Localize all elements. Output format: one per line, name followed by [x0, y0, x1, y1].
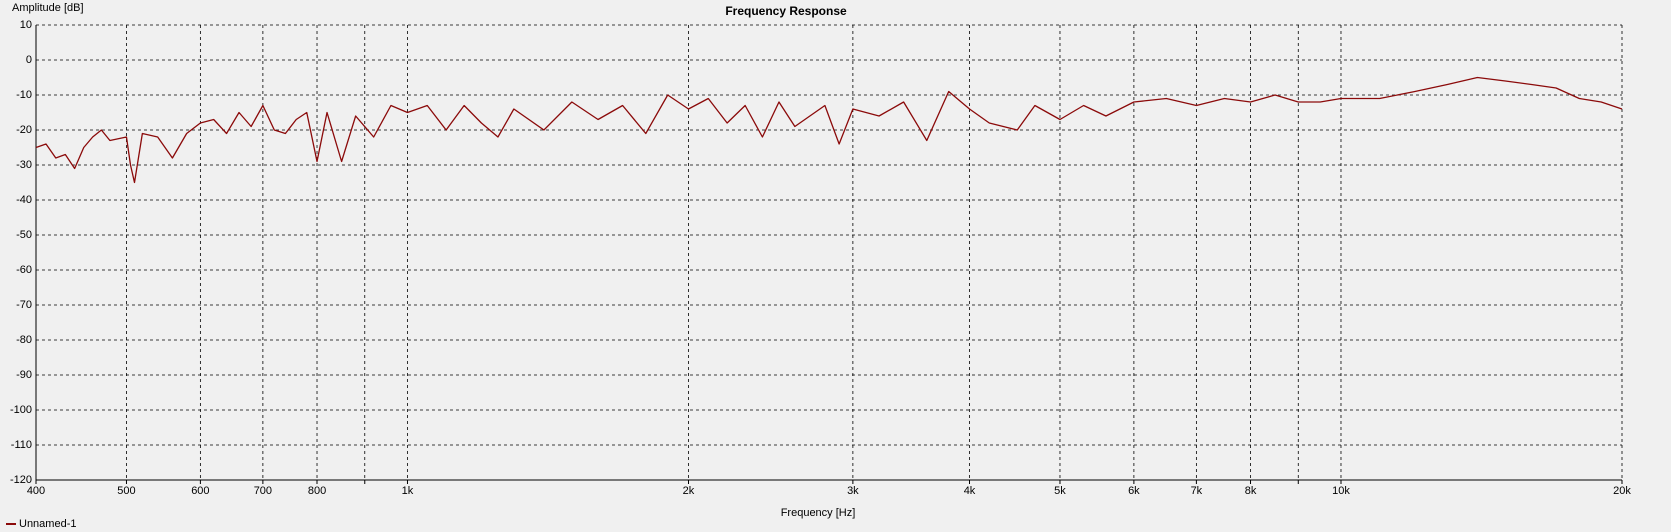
y-tick-label: -30 — [16, 159, 32, 171]
x-tick-label: 8k — [1245, 485, 1257, 497]
y-tick-label: -60 — [16, 264, 32, 276]
chart-title: Frequency Response — [725, 4, 847, 18]
y-tick-label: -20 — [16, 124, 32, 136]
y-tick-label: -120 — [10, 474, 32, 486]
y-tick-label: -90 — [16, 369, 32, 381]
y-axis-label: Amplitude [dB] — [12, 2, 84, 14]
y-tick-label: -70 — [16, 299, 32, 311]
x-tick-label: 500 — [117, 485, 135, 497]
x-tick-label: 700 — [254, 485, 272, 497]
y-tick-label: -40 — [16, 194, 32, 206]
x-axis-label: Frequency [Hz] — [781, 507, 856, 519]
x-tick-label: 6k — [1128, 485, 1140, 497]
y-tick-label: 0 — [26, 54, 32, 66]
y-tick-label: -80 — [16, 334, 32, 346]
x-tick-label: 2k — [683, 485, 695, 497]
y-tick-label: 10 — [20, 19, 32, 31]
x-tick-label: 5k — [1054, 485, 1066, 497]
y-tick-label: -110 — [11, 439, 32, 451]
x-tick-label: 10k — [1332, 485, 1350, 497]
series-line — [35, 76, 1623, 184]
y-tick-label: -50 — [16, 229, 32, 241]
y-tick-label: -10 — [16, 89, 32, 101]
x-tick-label: 4k — [964, 485, 976, 497]
x-tick-label: 800 — [308, 485, 326, 497]
x-tick-label: 1k — [402, 485, 414, 497]
x-tick-label: 600 — [191, 485, 209, 497]
x-tick-label: 7k — [1191, 485, 1203, 497]
x-tick-label: 400 — [27, 485, 45, 497]
x-tick-label: 3k — [847, 485, 859, 497]
x-tick-label: 20k — [1613, 485, 1631, 497]
legend-label: Unnamed-1 — [19, 518, 76, 530]
y-tick-label: -100 — [10, 404, 32, 416]
